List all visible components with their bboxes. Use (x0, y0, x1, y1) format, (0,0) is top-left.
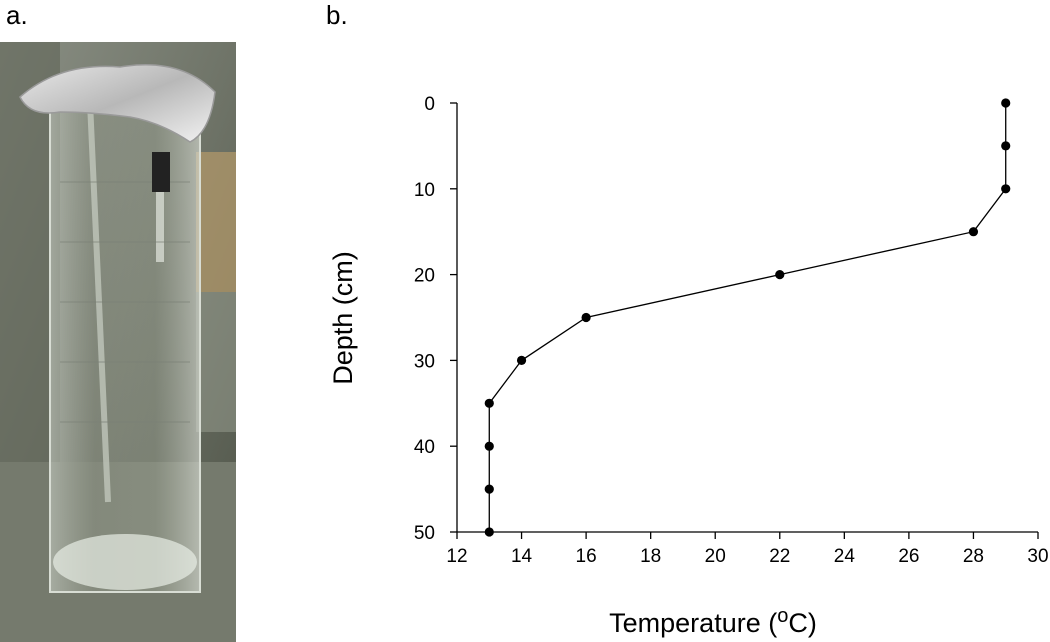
temperature-depth-chart: 12 14 16 18 20 22 24 26 28 30 0 10 20 30 40 50 Temperat… (328, 94, 1049, 638)
x-tick-label: 12 (446, 546, 467, 567)
x-tick-label: 20 (705, 546, 726, 567)
data-point (581, 312, 591, 323)
chart-series (484, 98, 1011, 537)
panel-label-b: b. (326, 0, 348, 30)
glass-cylinder-photo-icon (0, 42, 236, 642)
x-tick-label: 18 (640, 546, 661, 567)
x-tick-label: 16 (576, 546, 597, 567)
x-tick-label: 26 (898, 546, 919, 567)
x-tick-label: 24 (834, 546, 856, 567)
data-point (1001, 184, 1011, 194)
chart-axes: 12 14 16 18 20 22 24 26 28 30 0 10 20 30 40 50 (414, 94, 1049, 567)
x-tick-label: 22 (769, 546, 790, 567)
data-point (1001, 141, 1011, 151)
data-point (1001, 98, 1011, 108)
data-point (484, 484, 494, 494)
x-tick-label: 14 (511, 546, 533, 567)
y-tick-label: 30 (414, 351, 435, 372)
data-point (484, 398, 494, 408)
x-tick-label: 28 (963, 546, 984, 567)
y-tick-label: 20 (414, 266, 435, 287)
y-tick-label: 40 (414, 437, 435, 458)
data-point (516, 355, 527, 365)
x-tick-label: 30 (1027, 546, 1048, 567)
data-point (968, 227, 979, 237)
x-axis-label: Temperature (oC) (609, 605, 817, 638)
panel-label-a: a. (6, 0, 28, 30)
data-point (775, 270, 785, 280)
y-axis-label: Depth (cm) (328, 251, 358, 385)
y-tick-label: 0 (424, 94, 435, 115)
series-line (488, 103, 1007, 532)
data-point (484, 527, 494, 537)
y-tick-label: 10 (414, 180, 435, 201)
data-point (484, 441, 494, 451)
y-tick-label: 50 (414, 523, 435, 544)
